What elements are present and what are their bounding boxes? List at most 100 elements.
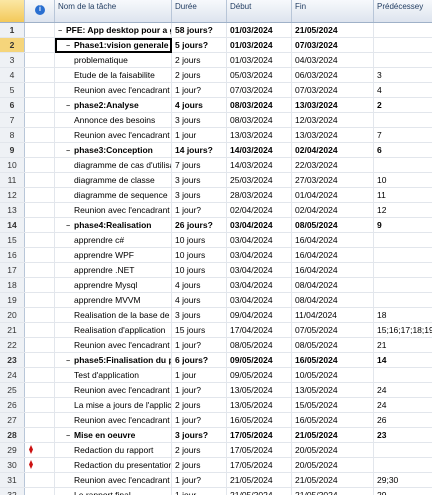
start-date-cell[interactable]: 17/04/2024 [227, 323, 292, 337]
row-number[interactable]: 11 [0, 173, 25, 187]
duration-cell[interactable]: 10 jours [172, 248, 227, 262]
task-name-cell[interactable]: −phase5:Finalisation du proj [55, 353, 172, 367]
duration-cell[interactable]: 4 jours [172, 278, 227, 292]
start-date-cell[interactable]: 13/03/2024 [227, 128, 292, 142]
row-number[interactable]: 26 [0, 398, 25, 412]
duration-cell[interactable]: 1 jour? [172, 413, 227, 427]
row-number[interactable]: 2 [0, 38, 25, 52]
start-date-cell[interactable]: 08/05/2024 [227, 338, 292, 352]
start-date-cell[interactable]: 09/04/2024 [227, 308, 292, 322]
table-row[interactable]: 17 apprendre .NET 10 jours 03/04/2024 16/04/… [0, 263, 432, 278]
table-row[interactable]: 6− phase2:Analyse 4 jours 08/03/2024 13/03/2… [0, 98, 432, 113]
start-date-cell[interactable]: 08/03/2024 [227, 113, 292, 127]
predecessors-cell[interactable]: 6 [377, 145, 382, 155]
finish-date-cell[interactable]: 08/04/2024 [292, 278, 374, 292]
duration-cell[interactable]: 4 jours [172, 98, 227, 112]
start-date-cell[interactable]: 14/03/2024 [227, 143, 292, 157]
duration-cell[interactable]: 1 jour [172, 488, 227, 495]
row-number[interactable]: 16 [0, 248, 25, 262]
task-name-cell[interactable]: Reunion avec l'encadrant [55, 83, 172, 97]
table-row[interactable]: 15 apprendre c# 10 jours 03/04/2024 16/04/20… [0, 233, 432, 248]
table-row[interactable]: 28− Mise en oeuvre 3 jours? 17/05/2024 21/05… [0, 428, 432, 443]
predecessors-cell[interactable]: 18 [377, 310, 387, 320]
column-header-duration[interactable]: Durée [172, 0, 227, 22]
finish-date-cell[interactable]: 20/05/2024 [292, 443, 374, 457]
row-number[interactable]: 29 [0, 443, 25, 457]
table-row[interactable]: 10 diagramme de cas d'utilisa 7 jours 14/03… [0, 158, 432, 173]
task-name-cell[interactable]: Le rapport final [55, 488, 172, 495]
start-date-cell[interactable]: 21/05/2024 [227, 473, 292, 487]
collapse-toggle-icon[interactable]: − [66, 43, 71, 50]
duration-cell[interactable]: 7 jours [172, 158, 227, 172]
start-date-cell[interactable]: 03/04/2024 [227, 233, 292, 247]
start-date-cell[interactable]: 17/05/2024 [227, 428, 292, 442]
table-row[interactable]: 22 Reunion avec l'encadrant 1 jour? 08/05/2… [0, 338, 432, 353]
row-number[interactable]: 5 [0, 83, 25, 97]
row-number[interactable]: 28 [0, 428, 25, 442]
duration-cell[interactable]: 15 jours [172, 323, 227, 337]
row-number[interactable]: 31 [0, 473, 25, 487]
predecessors-cell[interactable]: 15;16;17;18;19 [377, 325, 432, 335]
task-name-cell[interactable]: apprendre Mysql [55, 278, 172, 292]
table-row[interactable]: 14− phase4:Realisation 26 jours? 03/04/2024… [0, 218, 432, 233]
task-name-cell[interactable]: − Phase1:vision generale [55, 38, 172, 52]
table-row[interactable]: 24 Test d'application 1 jour 09/05/2024 10/0… [0, 368, 432, 383]
duration-cell[interactable]: 2 jours [172, 68, 227, 82]
duration-cell[interactable]: 3 jours [172, 113, 227, 127]
task-name-cell[interactable]: apprendre c# [55, 233, 172, 247]
finish-date-cell[interactable]: 07/03/2024 [292, 83, 374, 97]
duration-cell[interactable]: 5 jours? [172, 38, 227, 52]
table-row[interactable]: 16 apprendre WPF 10 jours 03/04/2024 16/04/2… [0, 248, 432, 263]
task-name-cell[interactable]: Reunion avec l'encadrant [55, 413, 172, 427]
finish-date-cell[interactable]: 02/04/2024 [292, 143, 374, 157]
duration-cell[interactable]: 1 jour? [172, 383, 227, 397]
row-number[interactable]: 14 [0, 218, 25, 232]
table-row[interactable]: 8 Reunion avec l'encadrant 1 jour 13/03/202… [0, 128, 432, 143]
task-name-cell[interactable]: − Mise en oeuvre [55, 428, 172, 442]
start-date-cell[interactable]: 05/03/2024 [227, 68, 292, 82]
row-number[interactable]: 23 [0, 353, 25, 367]
row-number[interactable]: 12 [0, 188, 25, 202]
duration-cell[interactable]: 1 jour? [172, 473, 227, 487]
predecessors-cell[interactable]: 4 [377, 85, 382, 95]
table-row[interactable]: 2 − Phase1:vision generale 5 jours? 01/03/20… [0, 38, 432, 53]
finish-date-cell[interactable]: 16/05/2024 [292, 353, 374, 367]
collapse-toggle-icon[interactable]: − [66, 358, 71, 365]
finish-date-cell[interactable]: 13/05/2024 [292, 383, 374, 397]
table-row[interactable]: 26 La mise a jours de l'applica 2 jours 13/… [0, 398, 432, 413]
task-name-cell[interactable]: Reunion avec l'encadrant [55, 128, 172, 142]
row-number[interactable]: 20 [0, 308, 25, 322]
start-date-cell[interactable]: 03/04/2024 [227, 293, 292, 307]
row-number[interactable]: 17 [0, 263, 25, 277]
start-date-cell[interactable]: 09/05/2024 [227, 353, 292, 367]
finish-date-cell[interactable]: 07/05/2024 [292, 323, 374, 337]
table-row[interactable]: 1 − PFE: App desktop pour a g 58 jours? 01/0… [0, 23, 432, 38]
task-name-cell[interactable]: − phase3:Conception [55, 143, 172, 157]
task-name-cell[interactable]: Redaction du presentation [55, 458, 172, 472]
finish-date-cell[interactable]: 21/05/2024 [292, 473, 374, 487]
task-name-cell[interactable]: Realisation de la base de d [55, 308, 172, 322]
task-name-cell[interactable]: Reunion avec l'encadrant [55, 383, 172, 397]
collapse-toggle-icon[interactable]: − [66, 433, 71, 440]
duration-cell[interactable]: 2 jours [172, 458, 227, 472]
predecessors-cell[interactable]: 3 [377, 70, 382, 80]
table-row[interactable]: 29 Redaction du rapport 2 jours 17/05/2024 2… [0, 443, 432, 458]
predecessors-cell[interactable] [374, 23, 432, 37]
table-row[interactable]: 11 diagramme de classe 3 jours 25/03/2024 27… [0, 173, 432, 188]
predecessors-cell[interactable] [374, 233, 432, 247]
task-name-cell[interactable]: Realisation d'application [55, 323, 172, 337]
task-name-cell[interactable]: diagramme de cas d'utilisa [55, 158, 172, 172]
predecessors-cell[interactable]: 9 [377, 220, 382, 230]
finish-date-cell[interactable]: 06/03/2024 [292, 68, 374, 82]
finish-date-cell[interactable]: 10/05/2024 [292, 368, 374, 382]
finish-date-cell[interactable]: 12/03/2024 [292, 113, 374, 127]
predecessors-cell[interactable] [374, 293, 432, 307]
finish-date-cell[interactable]: 16/04/2024 [292, 248, 374, 262]
row-number[interactable]: 1 [0, 23, 25, 37]
start-date-cell[interactable]: 01/03/2024 [227, 23, 292, 37]
predecessors-cell[interactable]: 10 [377, 175, 387, 185]
start-date-cell[interactable]: 02/04/2024 [227, 203, 292, 217]
table-row[interactable]: 27 Reunion avec l'encadrant 1 jour? 16/05/2… [0, 413, 432, 428]
predecessors-cell[interactable]: 29 [377, 490, 387, 495]
